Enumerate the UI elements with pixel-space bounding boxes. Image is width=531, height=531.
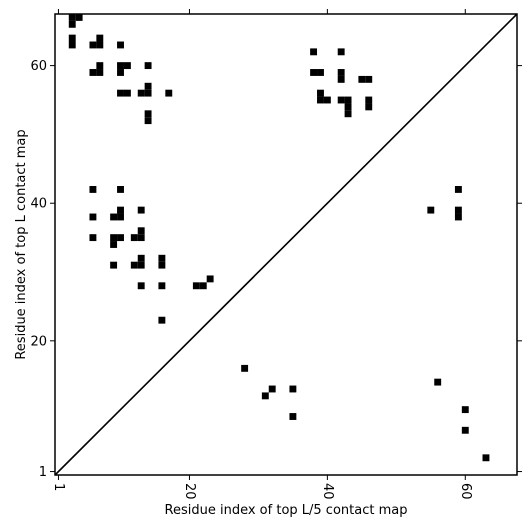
y-tick-label: 20	[30, 334, 47, 349]
contact-cell-upper	[337, 75, 345, 83]
x-tick-label: 60	[458, 483, 473, 500]
y-tick-label: 60	[30, 59, 47, 74]
contact-cell-upper	[89, 234, 97, 242]
contact-cell-upper	[165, 89, 173, 97]
contact-cell-upper	[137, 261, 145, 269]
x-axis-label: Residue index of top L/5 contact map	[165, 503, 408, 518]
contact-cell-upper	[344, 96, 352, 104]
contact-cell-upper	[117, 89, 124, 97]
contact-cell-upper	[192, 282, 200, 290]
contact-cell-upper	[117, 206, 124, 214]
contact-cell-upper	[96, 62, 104, 70]
contact-cell-lower	[461, 406, 469, 414]
contact-cell-upper	[365, 96, 373, 104]
contact-cell-upper	[110, 241, 118, 248]
contact-cell-upper	[130, 261, 138, 269]
contact-cell-upper	[144, 89, 152, 97]
contact-cell-lower	[454, 186, 462, 193]
contact-cell-upper	[96, 69, 104, 76]
contact-cell-upper	[110, 213, 118, 221]
contact-cell-upper	[123, 89, 131, 97]
contact-cell-upper	[317, 89, 324, 97]
contact-cell-upper	[310, 48, 318, 56]
contact-cell-upper	[144, 117, 152, 125]
contact-cell-upper	[144, 82, 152, 90]
contact-cell-upper	[117, 62, 124, 70]
contact-cell-upper	[158, 254, 166, 262]
diagonal-line	[54, 13, 518, 476]
contact-cell-upper	[337, 69, 345, 76]
contact-cell-upper	[137, 254, 145, 262]
contact-cell-upper	[68, 34, 76, 42]
contact-cell-upper	[137, 227, 145, 235]
contact-cell-upper	[68, 14, 76, 21]
contact-cell-lower	[454, 213, 462, 221]
lower-right-contacts	[241, 186, 490, 462]
x-tick-label: 40	[320, 483, 335, 500]
y-axis-label: Residue index of top L contact map	[14, 129, 29, 359]
contact-cell-upper	[317, 69, 324, 76]
y-tick-label: 40	[30, 197, 47, 212]
y-tick-label: 1	[39, 465, 47, 480]
contact-cell-upper	[206, 275, 214, 283]
contact-cell-upper	[158, 282, 166, 290]
contact-cell-upper	[89, 41, 97, 49]
contact-cell-upper	[130, 234, 138, 242]
contact-cell-lower	[268, 385, 276, 393]
contact-cell-upper	[68, 20, 76, 28]
contact-cell-upper	[358, 75, 366, 83]
contact-cell-upper	[337, 48, 345, 56]
contact-cell-upper	[137, 234, 145, 242]
contact-cell-upper	[317, 96, 324, 104]
contact-cell-upper	[344, 110, 352, 118]
contact-cell-upper	[158, 316, 166, 324]
contact-cell-upper	[110, 261, 118, 269]
contact-cell-upper	[144, 62, 152, 70]
plot-frame	[54, 13, 518, 476]
contact-cell-upper	[68, 41, 76, 49]
contact-cell-upper	[123, 62, 131, 70]
contact-cell-lower	[434, 378, 442, 386]
contact-cell-upper	[323, 96, 331, 104]
contact-cell-upper	[365, 103, 373, 111]
contact-cell-upper	[96, 41, 104, 49]
contact-cell-upper	[117, 41, 124, 49]
contact-cell-lower	[454, 206, 462, 214]
contact-cell-upper	[310, 69, 318, 76]
contact-cell-upper	[89, 69, 97, 76]
contact-cell-lower	[482, 454, 490, 462]
contact-cell-upper	[75, 14, 83, 21]
contact-cell-upper	[137, 282, 145, 290]
contact-cell-lower	[289, 413, 297, 420]
contact-cell-upper	[158, 261, 166, 269]
contact-cell-upper	[117, 234, 124, 242]
contact-cell-upper	[144, 110, 152, 118]
x-tick-label: 1	[51, 483, 66, 491]
contact-cell-lower	[461, 426, 469, 434]
contact-cell-upper	[96, 34, 104, 42]
contact-cell-upper	[137, 206, 145, 214]
contact-cell-upper	[117, 69, 124, 76]
contact-cell-lower	[241, 364, 249, 372]
contact-cell-upper	[89, 213, 97, 221]
contact-cell-upper	[117, 213, 124, 221]
x-tick-label: 20	[182, 483, 197, 500]
contact-cell-upper	[89, 186, 97, 193]
contact-cell-upper	[137, 89, 145, 97]
contact-cell-upper	[337, 96, 345, 104]
upper-left-contacts	[68, 14, 373, 324]
contact-cell-lower	[289, 385, 297, 393]
contact-cell-upper	[117, 186, 124, 193]
contact-cell-lower	[427, 206, 435, 214]
contact-cell-upper	[365, 75, 373, 83]
contact-cell-upper	[344, 103, 352, 111]
contact-cell-upper	[199, 282, 207, 290]
axis-ticks: 1 20 40 60 1 20 40 60	[30, 9, 522, 500]
contact-cell-lower	[261, 392, 269, 400]
contact-cell-upper	[110, 234, 118, 242]
